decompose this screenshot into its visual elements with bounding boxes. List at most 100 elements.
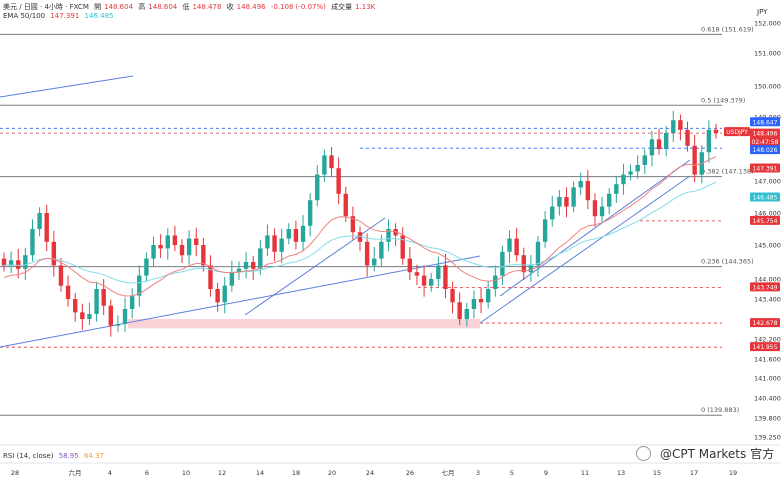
y-tick-label: 142.200: [754, 336, 781, 344]
fib-label: 0.5 (149.379): [701, 96, 745, 104]
candle-body: [478, 299, 484, 303]
trend-line: [0, 75, 134, 98]
candle-body: [58, 265, 64, 286]
candle-body: [571, 187, 576, 207]
price-label-text: 143.749: [753, 284, 778, 291]
price-label-box: [750, 137, 780, 147]
candle-body: [87, 314, 92, 319]
candle-body: [286, 229, 291, 239]
candle-body: [443, 265, 448, 289]
watermark-text: @CPT Markets 官方: [660, 447, 775, 461]
x-tick-label: 26: [406, 469, 414, 477]
y-tick-label: 151.000: [754, 50, 781, 58]
price-label-box: [750, 282, 780, 292]
candle-body: [386, 229, 391, 242]
symbol-name: 美元 / 日圓 · 4小時 · FXCM: [3, 3, 89, 11]
close-value: 148.496: [236, 3, 266, 11]
candle-body: [450, 289, 455, 303]
x-tick-label: 13: [617, 469, 625, 477]
candle-body: [507, 238, 512, 252]
price-label-box: [750, 145, 780, 155]
y-tick-label: 141.000: [754, 375, 781, 383]
candle-body: [122, 309, 128, 324]
candle-body: [535, 241, 541, 266]
candle-body: [73, 299, 78, 313]
candle-body: [80, 312, 85, 319]
candle-body: [614, 184, 619, 194]
candle-body: [172, 235, 178, 245]
x-tick-label: 14: [256, 469, 264, 477]
price-label-text: USDJPY: [726, 129, 748, 136]
price-label-text: 142.678: [753, 320, 778, 327]
rsi-ma-value: 64.37: [83, 452, 105, 460]
x-tick-label: 11: [581, 469, 589, 477]
x-tick-label: 15: [653, 469, 661, 477]
price-label-text: 148.647: [753, 119, 778, 126]
y-tick-label: 144.000: [754, 276, 781, 284]
candle-body: [628, 171, 633, 175]
low-label: 低: [182, 3, 190, 11]
candle-body: [329, 155, 334, 169]
support-zone: [128, 319, 480, 329]
candle-body: [16, 260, 21, 269]
candle-body: [165, 235, 170, 249]
candle-body: [542, 219, 548, 242]
candle-body: [671, 120, 676, 133]
x-tick-label: 12: [218, 469, 226, 477]
candle-body: [236, 268, 242, 273]
price-label-text: 141.955: [753, 344, 778, 351]
x-tick-label: 24: [366, 469, 374, 477]
ema100-value: 146.485: [84, 12, 114, 20]
ema100-line: [3, 181, 717, 284]
volume-value: 1.13K: [355, 3, 376, 11]
x-tick-label: 七月: [442, 468, 455, 477]
open-label: 開: [94, 3, 102, 11]
ema-label: EMA 50/100: [3, 12, 46, 20]
candle-body: [1, 258, 7, 266]
candle-body: [279, 238, 284, 252]
candle-body: [485, 289, 491, 303]
ema-header: EMA 50/100 147.391 146.485: [3, 12, 116, 20]
candle-body: [379, 241, 384, 259]
candle-body: [607, 193, 612, 207]
candle-body: [94, 289, 99, 314]
candle-body: [372, 258, 377, 266]
y-tick-label: 152.000: [754, 20, 781, 28]
candle-body: [265, 235, 270, 249]
price-label-box: [750, 318, 780, 328]
candle-body: [407, 258, 413, 273]
candle-body: [414, 272, 420, 276]
candle-body: [635, 165, 640, 172]
candle-body: [557, 197, 562, 207]
trend-line: [499, 159, 691, 297]
candle-body: [649, 139, 655, 156]
price-label-text: 02:47:58: [752, 139, 779, 146]
y-tick-label: 139.250: [754, 434, 781, 442]
trend-line: [479, 175, 691, 324]
candle-body: [201, 245, 206, 266]
low-value: 148.478: [192, 3, 222, 11]
price-label-box: [750, 342, 780, 352]
candle-body: [44, 213, 49, 242]
candle-body: [158, 245, 163, 249]
candle-body: [151, 245, 156, 259]
price-label-box: [750, 192, 780, 202]
candle-body: [51, 241, 57, 266]
candle-body: [400, 235, 405, 259]
fib-label: 0.236 (144.365): [701, 258, 754, 266]
currency-label: JPY: [757, 8, 768, 16]
fib-label: 0.618 (151.619): [701, 25, 754, 33]
price-label-text: 148.496: [753, 131, 778, 138]
x-tick-label: 19: [729, 469, 737, 477]
x-tick-label: 20: [328, 469, 336, 477]
rsi-value: 58.95: [58, 452, 79, 460]
candle-body: [272, 235, 277, 252]
candle-body: [194, 238, 199, 245]
candle-body: [514, 238, 519, 256]
price-label-text: 148.026: [753, 147, 778, 154]
rsi-header: RSI (14, close) 58.95 64.37: [3, 452, 107, 460]
candle-body: [215, 289, 220, 303]
price-label-box: [750, 163, 780, 173]
candle-body: [315, 174, 320, 201]
